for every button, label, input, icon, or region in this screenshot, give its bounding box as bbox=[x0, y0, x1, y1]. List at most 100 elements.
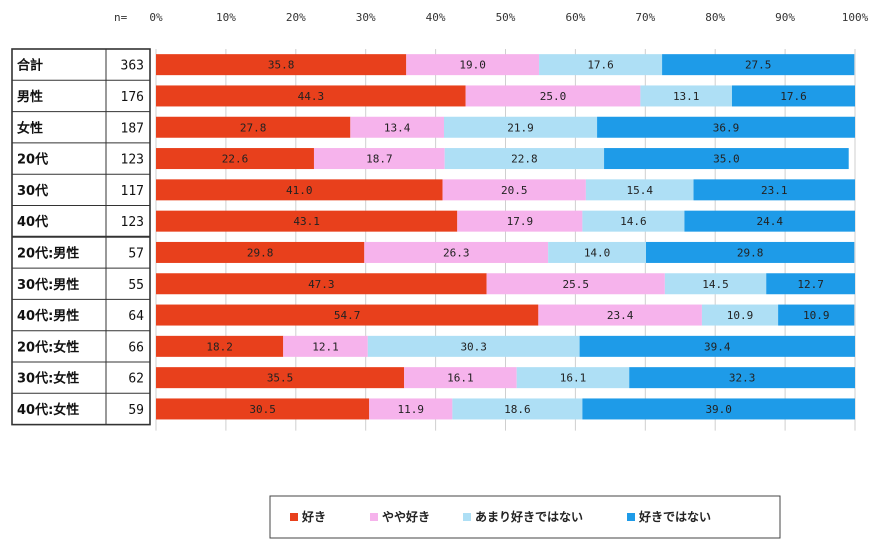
data-label: 16.1 bbox=[560, 372, 587, 385]
category-label: 40代:女性 bbox=[17, 402, 79, 418]
n-value: 62 bbox=[128, 372, 144, 387]
data-label: 23.4 bbox=[607, 309, 634, 322]
bar-segment bbox=[283, 335, 368, 357]
n-value: 123 bbox=[121, 153, 144, 168]
grid-lines bbox=[155, 49, 856, 431]
category-label: 40代:男性 bbox=[17, 308, 79, 324]
bar-segment bbox=[539, 54, 663, 76]
category-label: 30代:女性 bbox=[17, 371, 79, 387]
legend-swatch bbox=[463, 513, 471, 521]
n-value: 55 bbox=[128, 278, 144, 293]
data-label: 32.3 bbox=[729, 372, 756, 385]
data-label: 13.1 bbox=[673, 90, 700, 103]
bar-segment bbox=[604, 148, 849, 170]
x-tick-label: 0% bbox=[149, 11, 163, 24]
data-label: 16.1 bbox=[447, 372, 474, 385]
bar-segment bbox=[364, 241, 549, 263]
data-label: 30.5 bbox=[249, 403, 276, 416]
legend-swatch bbox=[370, 513, 378, 521]
bar-segment bbox=[766, 273, 855, 295]
bar-segment bbox=[664, 273, 767, 295]
data-label: 44.3 bbox=[298, 90, 325, 103]
data-label: 12.1 bbox=[312, 340, 339, 353]
n-value: 59 bbox=[128, 403, 144, 418]
bar-segment bbox=[640, 85, 732, 107]
n-value: 363 bbox=[121, 59, 144, 74]
x-tick-label: 40% bbox=[426, 11, 446, 24]
bar-segment bbox=[156, 148, 314, 170]
bar-segment bbox=[548, 241, 646, 263]
bar-segment bbox=[582, 210, 685, 232]
bar-segment bbox=[597, 116, 855, 138]
data-label: 19.0 bbox=[459, 59, 486, 72]
data-label: 18.7 bbox=[366, 153, 393, 166]
data-label: 23.1 bbox=[761, 184, 788, 197]
legend-label: やや好き bbox=[382, 509, 430, 524]
bar-segment bbox=[313, 148, 445, 170]
data-label: 35.0 bbox=[713, 153, 740, 166]
bar-segment bbox=[693, 179, 855, 201]
category-label: 30代:男性 bbox=[17, 277, 79, 293]
bar-segment bbox=[684, 210, 855, 232]
bar-segment bbox=[404, 367, 517, 389]
data-label: 11.9 bbox=[398, 403, 425, 416]
data-label: 26.3 bbox=[443, 246, 470, 259]
bar-segment bbox=[156, 116, 351, 138]
bar-segment bbox=[486, 273, 665, 295]
data-label: 39.4 bbox=[704, 340, 731, 353]
legend-label: 好き bbox=[301, 509, 326, 524]
bar-segment bbox=[731, 85, 855, 107]
n-value: 57 bbox=[128, 246, 144, 261]
bar-segment bbox=[156, 304, 539, 326]
data-label: 15.4 bbox=[626, 184, 653, 197]
x-tick-label: 20% bbox=[286, 11, 306, 24]
legend-swatch bbox=[290, 513, 298, 521]
x-tick-label: 10% bbox=[216, 11, 236, 24]
data-label: 12.7 bbox=[797, 278, 824, 291]
bar-segment bbox=[442, 179, 586, 201]
bar-segment bbox=[156, 179, 443, 201]
bar-segment bbox=[465, 85, 641, 107]
legend-label: あまり好きではない bbox=[475, 509, 583, 524]
bar-segment bbox=[156, 273, 487, 295]
bar-segment bbox=[156, 367, 405, 389]
category-label: 男性 bbox=[17, 89, 43, 105]
data-label: 41.0 bbox=[286, 184, 313, 197]
data-label: 30.3 bbox=[460, 340, 487, 353]
data-label: 18.6 bbox=[504, 403, 531, 416]
x-tick-labels: 0% 10% 20% 30% 40% 50% 60% 70% 80% 90% 100% bbox=[149, 11, 868, 24]
category-label: 30代 bbox=[17, 183, 48, 199]
data-label: 27.8 bbox=[240, 121, 267, 134]
n-value: 187 bbox=[121, 121, 144, 136]
data-label: 47.3 bbox=[308, 278, 335, 291]
bar-segment bbox=[156, 54, 407, 76]
category-table: 合計 363 男性 176 女性 187 20代 123 30代 117 40代 123 20代:男性 5… bbox=[11, 48, 151, 426]
n-header: n= bbox=[114, 11, 128, 24]
data-label: 22.8 bbox=[511, 153, 538, 166]
bar-segment bbox=[443, 116, 598, 138]
n-value: 176 bbox=[121, 90, 144, 105]
bar-segment bbox=[367, 335, 580, 357]
bar-segment bbox=[156, 210, 458, 232]
n-value: 66 bbox=[128, 340, 144, 355]
legend-box bbox=[269, 495, 781, 539]
category-label: 20代:女性 bbox=[17, 339, 79, 355]
bar-segment bbox=[645, 241, 855, 263]
x-tick-label: 60% bbox=[565, 11, 585, 24]
data-label: 17.6 bbox=[780, 90, 807, 103]
bars: 35.8 19.0 17.6 27.5 44.3 25.0 13.1 17.6 27.8 13.4… bbox=[156, 54, 855, 420]
data-label: 35.5 bbox=[267, 372, 294, 385]
bar-segment bbox=[778, 304, 855, 326]
data-label: 29.8 bbox=[737, 246, 764, 259]
bar-segment bbox=[350, 116, 444, 138]
n-value: 123 bbox=[121, 215, 144, 230]
data-label: 20.5 bbox=[501, 184, 528, 197]
bar-segment bbox=[444, 148, 605, 170]
bar-segment bbox=[156, 398, 370, 420]
bar-segment bbox=[156, 335, 284, 357]
bar-segment bbox=[156, 85, 466, 107]
data-label: 17.6 bbox=[587, 59, 614, 72]
data-label: 36.9 bbox=[713, 121, 740, 134]
data-label: 43.1 bbox=[293, 215, 320, 228]
